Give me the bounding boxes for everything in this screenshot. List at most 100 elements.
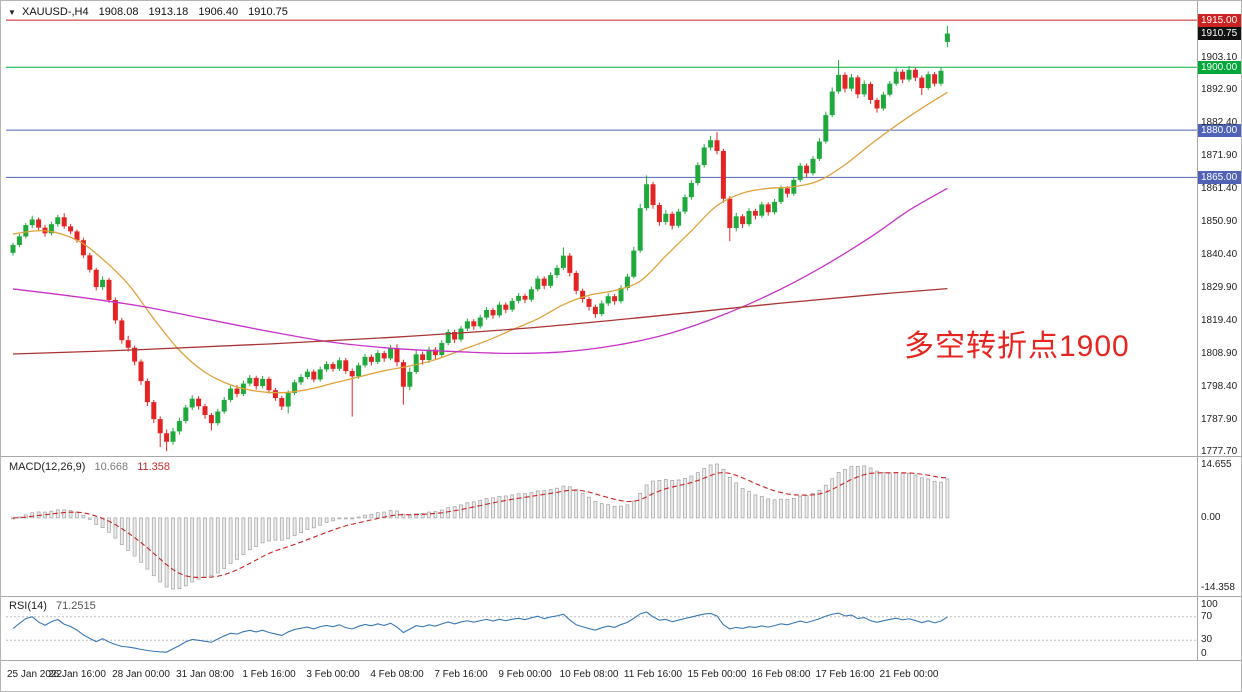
price-scale-divider[interactable] xyxy=(1197,1,1198,661)
macd-histogram-bar xyxy=(94,517,99,525)
panel-divider[interactable] xyxy=(1,596,1241,597)
candle-body xyxy=(343,360,349,372)
macd-histogram-bar xyxy=(907,473,911,519)
candle-body xyxy=(919,77,925,89)
macd-histogram-bar xyxy=(343,517,348,520)
candle-body xyxy=(708,140,714,148)
candle-body xyxy=(452,332,458,340)
macd-histogram-bar xyxy=(273,517,278,541)
ohlc-low: 1906.40 xyxy=(198,6,239,18)
price-level-badge-1900: 1900.00 xyxy=(1198,60,1241,74)
macd-histogram-bar xyxy=(900,472,905,519)
macd-histogram-bar xyxy=(407,514,412,519)
macd-histogram-bar xyxy=(747,491,751,519)
medium-ma xyxy=(12,187,948,355)
candle-body xyxy=(439,343,445,355)
price-axis-tick: 1829.90 xyxy=(1201,281,1238,293)
candle-body xyxy=(413,354,419,372)
macd-histogram-bar xyxy=(887,472,892,519)
candle-body xyxy=(887,83,893,95)
time-axis-label: 4 Feb 08:00 xyxy=(370,669,424,680)
candle-body xyxy=(471,321,477,327)
macd-histogram-bar xyxy=(689,475,694,519)
macd-histogram-bar xyxy=(663,479,668,519)
macd-histogram-bar xyxy=(727,477,732,519)
chart-title: ▼ XAUUSD-,H4 1908.08 1913.18 1906.40 191… xyxy=(8,6,295,18)
candle-body xyxy=(938,70,944,84)
candle-body xyxy=(253,377,259,387)
candle-body xyxy=(234,388,240,394)
macd-histogram-bar xyxy=(247,517,252,551)
macd-histogram-bar xyxy=(446,507,451,519)
macd-histogram-bar xyxy=(279,517,284,541)
candle-body xyxy=(106,279,112,300)
macd-histogram-bar xyxy=(740,488,745,519)
macd-histogram-bar xyxy=(235,517,239,560)
candle-body xyxy=(650,184,656,206)
ohlc-close: 1910.75 xyxy=(248,6,288,18)
candle-body xyxy=(74,231,80,241)
macd-histogram-bar xyxy=(337,517,342,520)
candle-body xyxy=(759,204,765,216)
candle-body xyxy=(477,317,483,327)
candle-body xyxy=(605,296,611,304)
macd-histogram-bar xyxy=(439,509,444,519)
collapse-triangle-icon[interactable]: ▼ xyxy=(8,8,16,17)
macd-histogram-bar xyxy=(68,510,73,519)
chart-text-annotation[interactable]: 多空转折点1900 xyxy=(904,330,1130,363)
candle-body xyxy=(496,304,502,316)
candle-body xyxy=(420,354,426,360)
macd-histogram-bar xyxy=(158,517,163,583)
macd-histogram-bar xyxy=(23,514,28,519)
macd-axis-max: 14.655 xyxy=(1201,459,1232,470)
candle-body xyxy=(778,188,784,202)
candle-body xyxy=(164,433,170,442)
time-axis-label: 1 Feb 16:00 xyxy=(242,669,296,680)
macd-histogram-bar xyxy=(222,517,227,569)
candle-body xyxy=(810,158,816,174)
panel-divider[interactable] xyxy=(1,456,1241,457)
candle-body xyxy=(170,431,176,442)
macd-axis-min: -14.358 xyxy=(1201,582,1235,593)
macd-histogram-bar xyxy=(523,493,527,519)
macd-histogram-bar xyxy=(657,480,662,519)
time-axis-label: 16 Feb 08:00 xyxy=(751,669,811,680)
price-axis-tick: 1861.40 xyxy=(1201,182,1238,194)
candle-body xyxy=(842,74,848,89)
candle-body xyxy=(599,303,605,315)
price-axis-tick: 1892.90 xyxy=(1201,83,1238,95)
macd-histogram-bar xyxy=(734,482,739,519)
slow-ma xyxy=(12,287,948,355)
macd-histogram-bar xyxy=(567,486,572,519)
macd-histogram-bar xyxy=(132,517,137,557)
candle-body xyxy=(868,83,874,101)
macd-main-value: 10.668 xyxy=(94,461,129,473)
candle-body xyxy=(676,211,682,226)
candle-body xyxy=(29,219,35,226)
macd-signal-line xyxy=(12,471,948,579)
macd-histogram-bar xyxy=(465,502,470,519)
macd-histogram-bar xyxy=(87,517,92,520)
macd-histogram-bar xyxy=(228,517,233,564)
macd-histogram-bar xyxy=(292,517,297,537)
candle-body xyxy=(151,402,157,420)
candle-body xyxy=(311,371,317,380)
price-axis-tick: 1798.40 xyxy=(1201,380,1238,392)
macd-histogram-bar xyxy=(593,500,598,519)
macd-histogram-bar xyxy=(945,478,950,519)
macd-histogram-bar xyxy=(478,499,483,519)
candle-body xyxy=(426,349,432,360)
candle-body xyxy=(912,69,918,78)
candle-body xyxy=(119,320,125,341)
price-axis-tick: 1819.40 xyxy=(1201,314,1238,326)
candle-body xyxy=(132,347,138,362)
macd-histogram-bar xyxy=(433,511,438,519)
macd-histogram-bar xyxy=(369,513,374,519)
candle-body xyxy=(823,115,829,142)
macd-histogram-bar xyxy=(484,498,489,519)
candle-body xyxy=(804,165,810,174)
macd-histogram-bar xyxy=(81,514,86,519)
macd-histogram-bar xyxy=(497,495,502,519)
candle-body xyxy=(861,83,867,95)
